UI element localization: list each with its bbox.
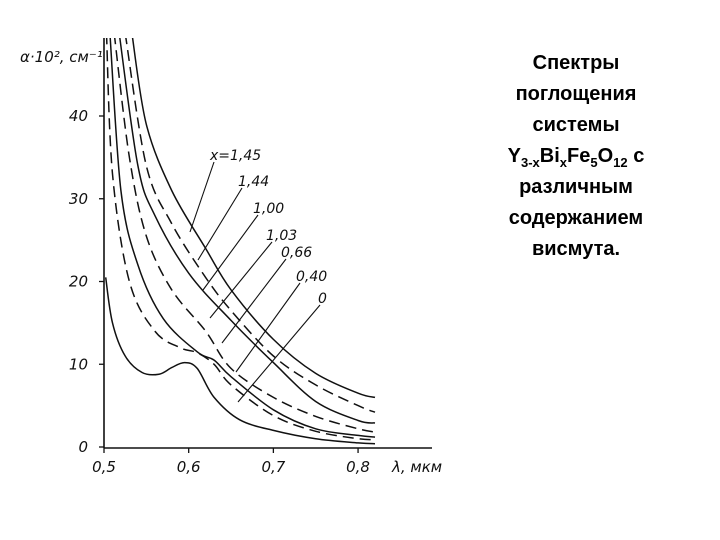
curve-series-1 bbox=[131, 38, 376, 399]
curve-label-2: 1,44 bbox=[238, 174, 269, 190]
leader-line-2 bbox=[197, 187, 243, 261]
leader-line-3 bbox=[202, 214, 259, 291]
y-axis-title: α·10², см⁻¹ bbox=[20, 48, 103, 66]
y-tick-label: 0 bbox=[78, 438, 88, 456]
chart-caption: Спектры поглощения системы Y3-xBixFe5O12… bbox=[478, 48, 674, 265]
chart-curves bbox=[105, 38, 376, 445]
caption-formula: Y3-xBixFe5O12 с bbox=[478, 141, 674, 172]
formula-bi-sub: x bbox=[559, 155, 568, 170]
chart-axes: 0 10 20 30 40 0,5 0,6 0,7 0,8 α·10², см⁻¹ λ, мкм bbox=[20, 38, 442, 476]
leader-line-1 bbox=[189, 161, 215, 233]
x-tick-label: 0,7 bbox=[261, 458, 285, 476]
formula-y: Y bbox=[507, 145, 521, 167]
curve-label-7: 0 bbox=[318, 291, 327, 307]
caption-line-3: системы bbox=[532, 114, 620, 136]
x-tick-label: 0,5 bbox=[92, 458, 116, 476]
formula-fe: Fe bbox=[567, 145, 591, 167]
x-axis-title: λ, мкм bbox=[391, 458, 442, 476]
curve-series-2 bbox=[125, 38, 376, 413]
curve-label-1: x=1,45 bbox=[209, 148, 261, 164]
y-tick-label: 10 bbox=[69, 355, 88, 373]
curve-label-3: 1,00 bbox=[253, 201, 284, 217]
formula-tail: с bbox=[627, 145, 645, 167]
formula-o-sub: 12 bbox=[613, 155, 628, 170]
caption-line-6: содержанием bbox=[508, 207, 644, 229]
caption-line-5: различным bbox=[519, 176, 633, 198]
curve-label-5: 0,66 bbox=[281, 245, 312, 261]
curve-series-5 bbox=[109, 38, 376, 438]
leader-line-7 bbox=[237, 304, 321, 403]
formula-fe-sub: 5 bbox=[590, 155, 598, 170]
curve-series-7 bbox=[105, 277, 376, 445]
caption-line-1: Спектры bbox=[532, 52, 620, 74]
chart-labels: x=1,45 1,44 1,00 1,030,66 0,40 0 bbox=[189, 148, 327, 403]
curve-series-3 bbox=[119, 38, 376, 424]
formula-bi: Bi bbox=[539, 145, 560, 167]
formula-y-sub: 3-x bbox=[521, 155, 540, 170]
y-tick-label: 20 bbox=[69, 273, 88, 291]
y-tick-label: 40 bbox=[69, 107, 88, 125]
curve-label-6: 0,40 bbox=[296, 269, 327, 285]
leader-line-6 bbox=[235, 282, 301, 373]
x-tick-label: 0,8 bbox=[346, 458, 370, 476]
leader-line-4 bbox=[209, 241, 273, 319]
curve-series-6 bbox=[105, 38, 376, 441]
caption-line-7: висмута. bbox=[531, 238, 621, 260]
formula-o: O bbox=[597, 145, 614, 167]
leader-line-5 bbox=[221, 258, 287, 344]
x-tick-label: 0,6 bbox=[177, 458, 201, 476]
y-tick-label: 30 bbox=[69, 190, 88, 208]
curve-label-4: 1,03 bbox=[266, 228, 297, 244]
caption-line-2: поглощения bbox=[515, 83, 637, 105]
curve-series-4 bbox=[113, 38, 376, 433]
